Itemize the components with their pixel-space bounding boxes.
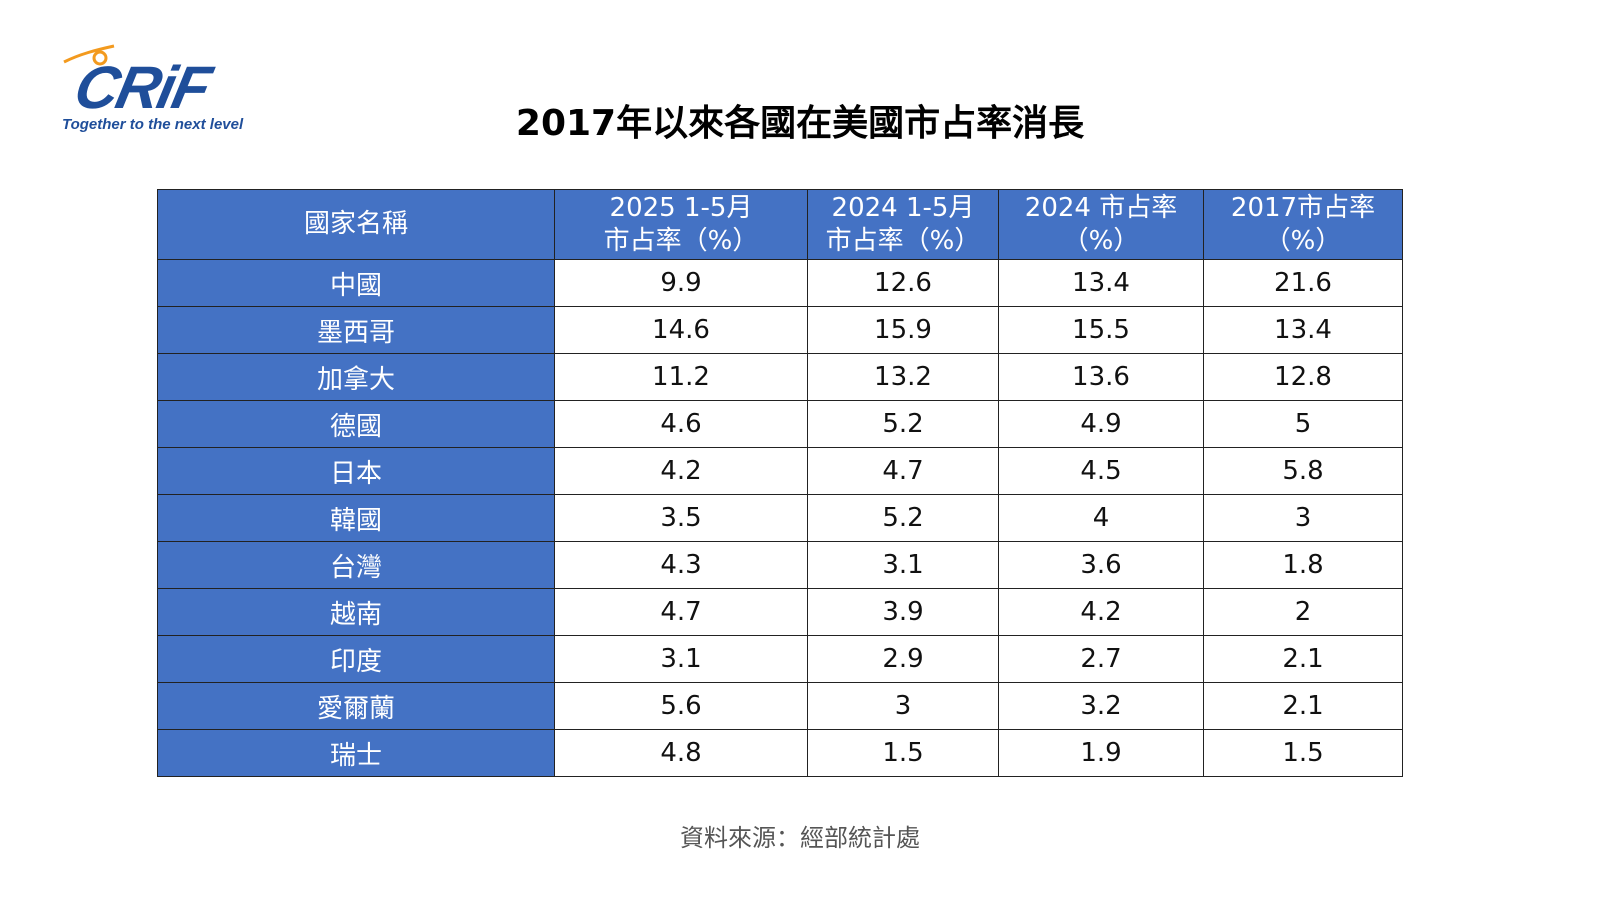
header-country: 國家名稱	[157, 189, 555, 260]
table-row: 瑞士 4.8 1.5 1.9 1.5	[157, 729, 1403, 777]
value-cell: 4.2	[554, 447, 808, 495]
value-cell: 5	[1203, 400, 1403, 448]
value-cell: 4.3	[554, 541, 808, 589]
value-cell: 12.8	[1203, 353, 1403, 401]
country-cell: 愛爾蘭	[157, 682, 555, 730]
value-cell: 3.1	[554, 635, 808, 683]
value-cell: 1.5	[807, 729, 999, 777]
value-cell: 4	[998, 494, 1204, 542]
value-cell: 15.5	[998, 306, 1204, 354]
country-cell: 日本	[157, 447, 555, 495]
value-cell: 1.9	[998, 729, 1204, 777]
value-cell: 14.6	[554, 306, 808, 354]
value-cell: 3	[1203, 494, 1403, 542]
table-row: 中國 9.9 12.6 13.4 21.6	[157, 259, 1403, 307]
logo-swoosh-icon	[63, 44, 115, 66]
value-cell: 2.9	[807, 635, 999, 683]
value-cell: 5.8	[1203, 447, 1403, 495]
crif-logo: CRiF Together to the next level	[62, 40, 292, 140]
value-cell: 2.1	[1203, 682, 1403, 730]
header-2025-jan-may: 2025 1-5月 市占率（%）	[554, 189, 808, 260]
table-row: 越南 4.7 3.9 4.2 2	[157, 588, 1403, 636]
header-2024-jan-may: 2024 1-5月 市占率（%）	[807, 189, 999, 260]
value-cell: 4.2	[998, 588, 1204, 636]
header-2024-share: 2024 市占率 （%）	[998, 189, 1204, 260]
value-cell: 13.6	[998, 353, 1204, 401]
source-note: 資料來源：經部統計處	[680, 824, 920, 852]
table-row: 印度 3.1 2.9 2.7 2.1	[157, 635, 1403, 683]
value-cell: 15.9	[807, 306, 999, 354]
value-cell: 1.8	[1203, 541, 1403, 589]
table-row: 台灣 4.3 3.1 3.6 1.8	[157, 541, 1403, 589]
table-row: 德國 4.6 5.2 4.9 5	[157, 400, 1403, 448]
logo-tagline: Together to the next level	[62, 116, 244, 133]
country-cell: 德國	[157, 400, 555, 448]
country-cell: 加拿大	[157, 353, 555, 401]
value-cell: 2.1	[1203, 635, 1403, 683]
value-cell: 3.5	[554, 494, 808, 542]
country-cell: 中國	[157, 259, 555, 307]
value-cell: 4.7	[807, 447, 999, 495]
country-cell: 瑞士	[157, 729, 555, 777]
country-cell: 印度	[157, 635, 555, 683]
value-cell: 5.6	[554, 682, 808, 730]
value-cell: 3.9	[807, 588, 999, 636]
page-title: 2017年以來各國在美國市占率消長	[515, 103, 1085, 144]
country-cell: 墨西哥	[157, 306, 555, 354]
value-cell: 3.6	[998, 541, 1204, 589]
value-cell: 21.6	[1203, 259, 1403, 307]
value-cell: 11.2	[554, 353, 808, 401]
value-cell: 9.9	[554, 259, 808, 307]
value-cell: 2.7	[998, 635, 1204, 683]
value-cell: 4.8	[554, 729, 808, 777]
table-header-row: 國家名稱 2025 1-5月 市占率（%） 2024 1-5月 市占率（%） 202…	[157, 189, 1403, 260]
value-cell: 13.2	[807, 353, 999, 401]
value-cell: 3	[807, 682, 999, 730]
value-cell: 4.7	[554, 588, 808, 636]
value-cell: 4.5	[998, 447, 1204, 495]
value-cell: 12.6	[807, 259, 999, 307]
country-cell: 台灣	[157, 541, 555, 589]
value-cell: 4.9	[998, 400, 1204, 448]
value-cell: 13.4	[998, 259, 1204, 307]
table-row: 韓國 3.5 5.2 4 3	[157, 494, 1403, 542]
value-cell: 1.5	[1203, 729, 1403, 777]
table-row: 日本 4.2 4.7 4.5 5.8	[157, 447, 1403, 495]
header-2017-share: 2017市占率 （%）	[1203, 189, 1403, 260]
market-share-table: 國家名稱 2025 1-5月 市占率（%） 2024 1-5月 市占率（%） 202…	[157, 189, 1403, 777]
value-cell: 5.2	[807, 494, 999, 542]
country-cell: 越南	[157, 588, 555, 636]
table-row: 愛爾蘭 5.6 3 3.2 2.1	[157, 682, 1403, 730]
country-cell: 韓國	[157, 494, 555, 542]
table-row: 墨西哥 14.6 15.9 15.5 13.4	[157, 306, 1403, 354]
value-cell: 5.2	[807, 400, 999, 448]
value-cell: 13.4	[1203, 306, 1403, 354]
value-cell: 3.2	[998, 682, 1204, 730]
value-cell: 3.1	[807, 541, 999, 589]
value-cell: 2	[1203, 588, 1403, 636]
value-cell: 4.6	[554, 400, 808, 448]
table-row: 加拿大 11.2 13.2 13.6 12.8	[157, 353, 1403, 401]
